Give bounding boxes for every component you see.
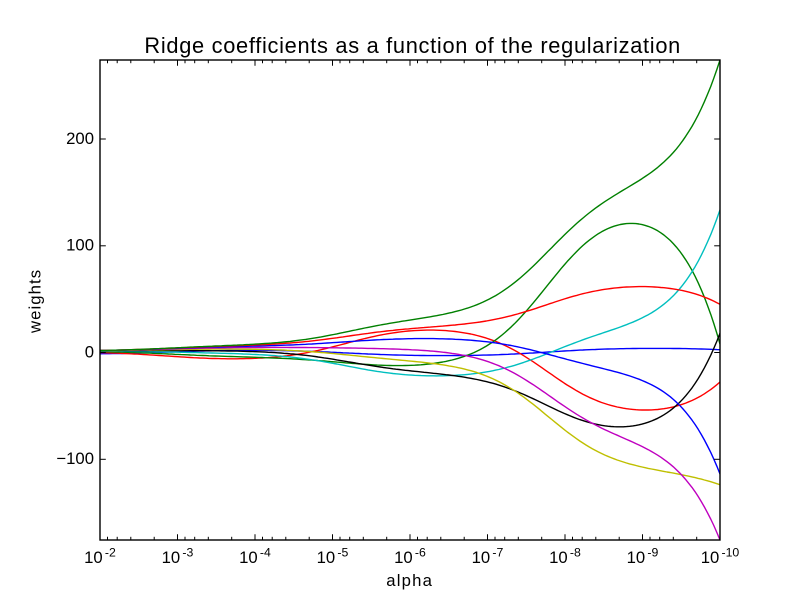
svg-text:200: 200 [66,129,94,148]
svg-text:−100: −100 [56,449,94,468]
svg-text:weights: weights [26,269,45,334]
svg-text:alpha: alpha [386,571,433,590]
svg-text:100: 100 [66,236,94,255]
svg-text:Ridge coefficients as a functi: Ridge coefficients as a function of the … [144,33,681,58]
svg-text:0: 0 [85,342,94,361]
